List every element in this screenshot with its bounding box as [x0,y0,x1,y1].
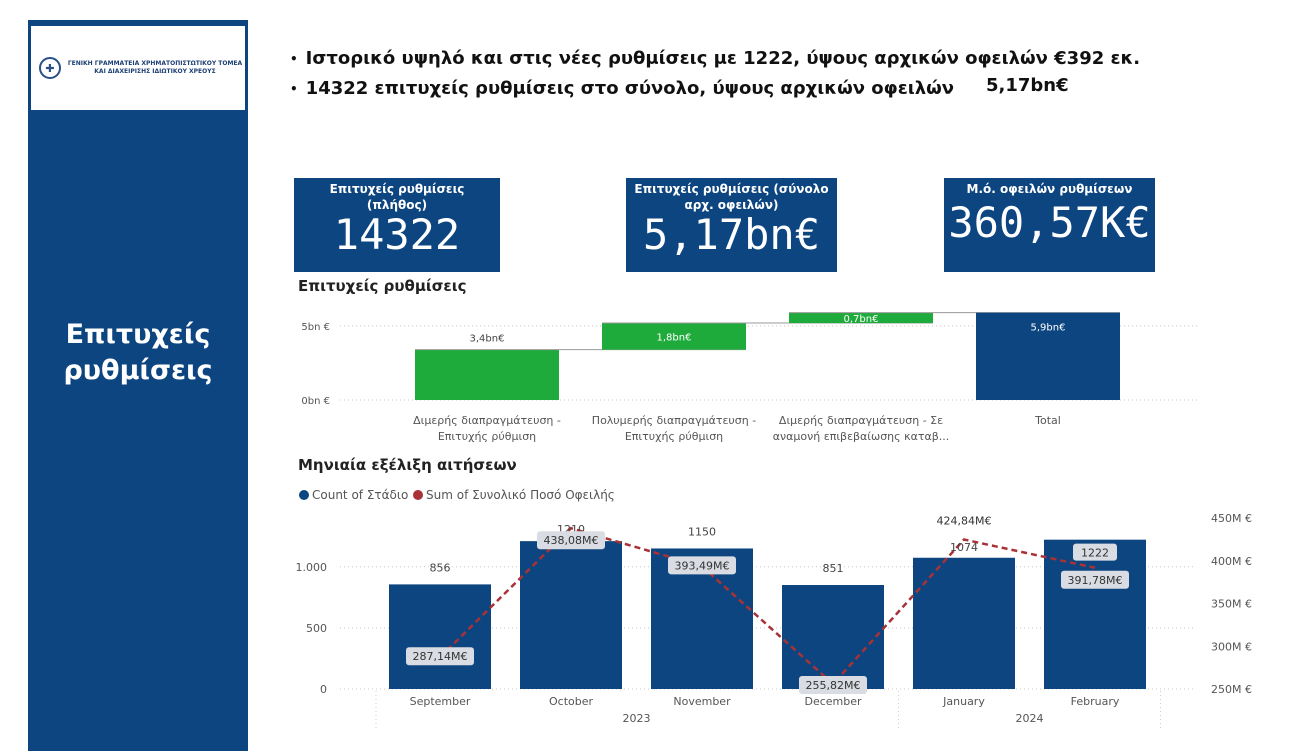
combo-category-label: January [942,695,985,708]
combo-year-label: 2024 [1016,712,1044,725]
combo-right-tick-label: 250M € [1211,683,1252,696]
combo-count-label: 1210 [557,523,585,536]
waterfall-data-label: 0,7bn€ [844,314,879,325]
waterfall-category-label: Επιτυχής ρύθμιση [438,430,536,443]
waterfall-data-label: 5,9bn€ [1031,323,1066,334]
waterfall-category-label: αναμονή επιβεβαίωσης καταβ... [773,430,949,443]
combo-year-label: 2023 [623,712,651,725]
combo-amount-label-box [406,647,474,666]
combo-category-label: December [804,695,862,708]
legend-marker-count [299,490,309,500]
waterfall-data-label: 1,8bn€ [657,332,692,343]
combo-count-label-box [1073,543,1117,561]
greek-emblem-icon: ✚ [39,57,61,79]
combo-right-tick-label: 350M € [1211,598,1252,611]
section-title-line-1: Επιτυχείς [65,319,211,350]
ministry-logo: ✚ ΓΕΝΙΚΗ ΓΡΑΜΜΑΤΕΙΑ ΧΡΗΜΑΤΟΠΙΣΤΩΤΙΚΟΥ ΤΟ… [31,26,245,110]
waterfall-category-label: Διμερής διαπραγμάτευση - Σε [779,414,943,427]
combo-bar [782,585,884,689]
monthly-chart-title: Μηνιαία εξέλιξη αιτήσεων [298,456,517,474]
legend-label-amount: Sum of Συνολικό Ποσό Οφειλής [426,488,615,502]
combo-left-tick-label: 0 [320,683,327,696]
kpi-card-average-debt: Μ.ό. οφειλών ρυθμίσεων 360,57K€ [944,178,1155,272]
bullet-icon: • [290,82,298,96]
waterfall-bar [415,349,559,400]
kpi-label: Επιτυχείς ρυθμίσεις (σύνολο αρχ. οφειλών… [634,182,829,212]
kpi-card-total-debt: Επιτυχείς ρυθμίσεις (σύνολο αρχ. οφειλών… [626,178,837,272]
kpi-value: 360,57K€ [948,198,1151,247]
headline-1-text: Ιστορικό υψηλό και στις νέες ρυθμίσεις μ… [305,48,1141,69]
combo-left-tick-label: 1.000 [296,561,328,574]
logo-line-1: ΓΕΝΙΚΗ ΓΡΑΜΜΑΤΕΙΑ ΧΡΗΜΑΤΟΠΙΣΤΩΤΙΚΟΥ ΤΟΜΕ… [67,60,243,67]
combo-count-label: 856 [430,561,451,574]
kpi-label: Επιτυχείς ρυθμίσεις (πλήθος) [329,182,465,212]
section-title-line-2: ρυθμίσεις [63,355,213,386]
combo-amount-label-box [799,676,867,695]
combo-count-label: 851 [823,562,844,575]
section-title: Επιτυχείς ρυθμίσεις [28,317,248,389]
combo-amount-label: 391,78M€ [1068,574,1123,587]
combo-amount-label: 287,14M€ [413,650,468,663]
combo-count-label: 1222 [1081,547,1109,560]
waterfall-y-tick-label: 0bn € [301,396,330,407]
combo-bar [913,557,1015,689]
combo-amount-label-box [537,531,605,550]
headline-2: • 14322 επιτυχείς ρυθμίσεις στο σύνολο, ύ… [290,78,954,99]
combo-count-label: 1074 [950,541,978,554]
combo-bar [520,541,622,689]
combo-right-tick-label: 450M € [1211,512,1252,525]
sidebar: ✚ ΓΕΝΙΚΗ ΓΡΑΜΜΑΤΕΙΑ ΧΡΗΜΑΤΟΠΙΣΤΩΤΙΚΟΥ ΤΟ… [28,20,248,751]
waterfall-category-label: Επιτυχής ρύθμιση [625,430,723,443]
combo-left-tick-label: 500 [306,622,327,635]
waterfall-category-label: Πολυμερής διαπραγμάτευση - [592,414,756,427]
combo-amount-label: 424,84M€ [937,515,992,528]
combo-amount-label-box [1061,570,1129,589]
kpi-value: 5,17bn€ [642,210,820,259]
headline-1: • Ιστορικό υψηλό και στις νέες ρυθμίσεις … [290,48,1140,69]
headline-2-value: 5,17bn€ [986,75,1069,96]
waterfall-chart-title: Επιτυχείς ρυθμίσεις [298,277,467,295]
waterfall-data-label: 3,4bn€ [470,334,505,345]
logo-text: ΓΕΝΙΚΗ ΓΡΑΜΜΑΤΕΙΑ ΧΡΗΜΑΤΟΠΙΣΤΩΤΙΚΟΥ ΤΟΜΕ… [65,60,245,76]
logo-line-2: ΚΑΙ ΔΙΑΧΕΙΡΙΣΗΣ ΙΔΙΩΤΙΚΟΥ ΧΡΕΟΥΣ [94,68,216,75]
combo-line-series [439,526,1096,686]
combo-category-label: October [549,695,593,708]
combo-category-label: November [673,695,731,708]
waterfall-category-label: Διμερής διαπραγμάτευση - [413,414,561,427]
combo-right-tick-label: 300M € [1211,640,1252,653]
waterfall-y-tick-label: 5bn € [301,322,330,333]
kpi-value: 14322 [333,210,461,259]
combo-category-label: September [410,695,471,708]
combo-bar [651,548,753,689]
combo-right-tick-label: 400M € [1211,555,1252,568]
bullet-icon: • [290,52,298,66]
kpi-label: Μ.ό. οφειλών ρυθμίσεων [966,182,1133,196]
legend-label-count: Count of Στάδιο [312,488,408,502]
kpi-card-count: Επιτυχείς ρυθμίσεις (πλήθος) 14322 [294,178,500,272]
combo-amount-label: 393,49M€ [675,559,730,572]
waterfall-bar [602,323,746,350]
combo-bar [1044,539,1146,689]
legend-marker-amount [413,490,423,500]
combo-amount-label: 255,82M€ [806,679,861,692]
combo-count-label: 1150 [688,525,716,538]
waterfall-category-label: Total [1034,414,1061,427]
headline-2-text: 14322 επιτυχείς ρυθμίσεις στο σύνολο, ύψ… [305,78,955,99]
combo-bar [389,584,491,689]
combo-category-label: February [1071,695,1120,708]
waterfall-bar [976,312,1120,400]
waterfall-bar [789,312,933,324]
combo-amount-label: 438,08M€ [544,534,599,547]
combo-amount-label-box [668,556,736,575]
